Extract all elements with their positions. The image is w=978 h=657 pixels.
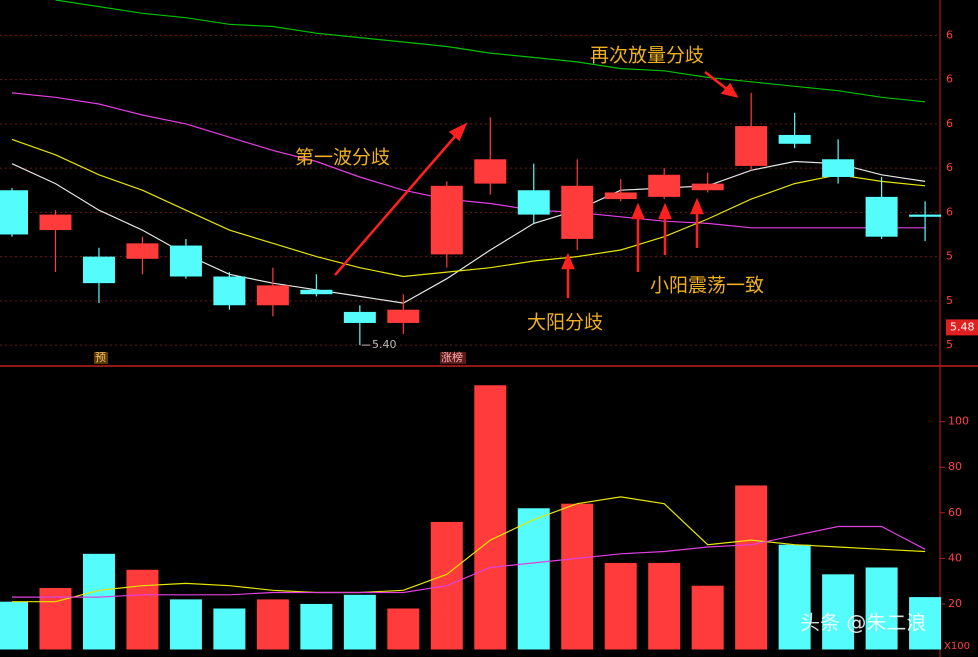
candle-body [387,309,420,323]
volume-bar [909,597,942,650]
y-tick-label: 20 [948,597,962,610]
volume-bar [213,608,246,650]
arrow [704,71,729,91]
volume-bar [561,503,594,650]
y-tick-label: 100 [948,415,969,428]
volume-bar [256,599,289,650]
candle-body [691,183,724,191]
volume-unit: X100 [944,641,970,652]
volume-bar [865,567,898,650]
volume-bar [126,569,159,650]
marker-box [440,352,466,364]
volume-bar [822,574,855,650]
y-tick-label: 5 [946,294,953,307]
candle-body [517,190,550,215]
volume-bar [778,544,811,650]
y-tick-label: 40 [948,551,962,564]
candle-body [0,190,28,235]
y-tick-label: 6 [946,205,953,218]
volume-bar [474,385,507,650]
candle-body [300,289,333,295]
y-tick-label: 6 [946,161,953,174]
volume-bar [648,562,681,650]
volume-bar [387,608,420,650]
volume-bar [169,599,202,650]
low-label: 5.40 [372,338,397,351]
volume-bar [735,485,768,650]
volume-bar [82,553,115,650]
volume-bar [39,587,72,650]
y-tick-label: 5 [946,338,953,351]
candle-body [256,285,289,306]
candle-body [169,245,202,277]
volume-bar [300,603,333,650]
ma-line [11,160,926,304]
ma-line [12,525,926,598]
arrow-head [448,122,468,142]
candle-body [648,174,681,197]
y-tick-label: 5 [946,250,953,263]
candle-body [39,214,72,231]
y-tick-label: 6 [946,117,953,130]
candle-body [343,311,376,323]
volume-bar [691,585,724,650]
volume-bar [517,508,550,650]
candle-body [778,134,811,144]
volume-bar [0,601,28,650]
annotation: 再次放量分歧 [590,45,704,67]
arrow-head [561,252,575,270]
arrow-head [720,82,739,98]
marker-box [94,352,108,364]
ma-line [12,496,926,603]
candle-body [909,214,942,217]
arrow [334,132,459,276]
ma-line [11,138,926,278]
volume-bar [604,562,637,650]
annotation: 大阳分歧 [527,312,603,334]
candle-body [604,192,637,200]
candle-body [430,185,463,255]
candle-body [213,276,246,306]
arrow-head [690,197,704,215]
annotation: 第一波分歧 [295,147,390,169]
candle-body [561,185,594,239]
y-tick-label: 80 [948,460,962,473]
watermark: 头条 @朱二浪 [800,611,926,635]
arrow-head [631,202,645,220]
last-price: 5.48 [950,320,975,333]
marker: 涨榜 [441,350,463,364]
ma-line [11,92,926,229]
candle-body [865,196,898,237]
arrows [334,71,739,298]
y-tick-label: 6 [946,73,953,86]
y-tick-label: 6 [946,28,953,41]
y-tick-label: 60 [948,506,962,519]
candle-body [822,159,855,177]
candle-body [82,256,115,284]
last-price-box [946,319,978,336]
candle-body [474,159,507,184]
annotation: 小阳震荡一致 [650,275,764,297]
ma-line [55,0,926,103]
candle-body [735,126,768,166]
marker: 预 [95,351,106,364]
candle-body [126,243,159,259]
volume-bar [343,594,376,650]
arrow-head [658,202,672,220]
